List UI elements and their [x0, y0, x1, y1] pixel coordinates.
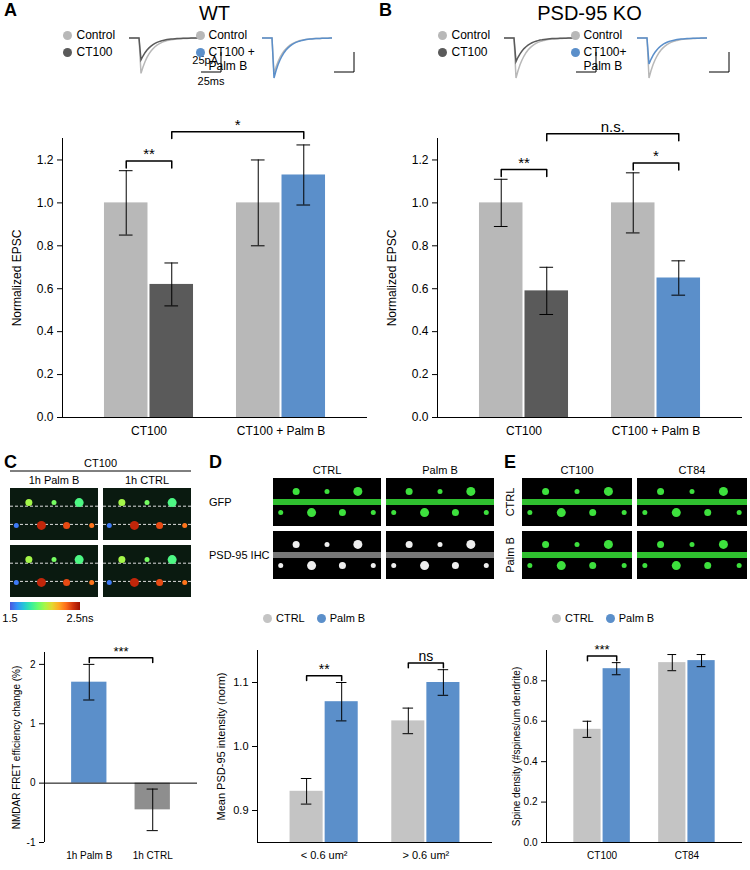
svg-text:Normalized EPSC: Normalized EPSC [385, 229, 399, 326]
svg-text:0.6: 0.6 [412, 282, 429, 296]
svg-text:ns: ns [418, 648, 433, 664]
svg-text:1h CTRL: 1h CTRL [125, 474, 169, 486]
svg-text:PSD-95 IHC: PSD-95 IHC [209, 549, 270, 561]
svg-text:**: ** [518, 154, 530, 171]
html-text:Palm B: Palm B [618, 612, 655, 624]
svg-text:CTRL: CTRL [504, 488, 516, 517]
svg-text:*: * [653, 147, 659, 164]
svg-text:CT100 + Palm B: CT100 + Palm B [237, 424, 325, 438]
svg-text:CT100: CT100 [587, 850, 617, 861]
svg-text:0.9: 0.9 [233, 804, 248, 816]
svg-text:2.5ns: 2.5ns [67, 612, 94, 624]
svg-text:Mean PSD-95 intensity (norm): Mean PSD-95 intensity (norm) [215, 673, 227, 821]
svg-text:0.0: 0.0 [412, 410, 429, 424]
svg-text:0.6: 0.6 [524, 715, 538, 726]
html-text:Control: Control [208, 28, 248, 42]
svg-text:0.0: 0.0 [37, 410, 54, 424]
html-text:Control: Control [76, 28, 116, 42]
svg-text:1.1: 1.1 [233, 676, 248, 688]
svg-text:1h CTRL: 1h CTRL [133, 850, 173, 861]
svg-text:CT100 + Palm B: CT100 + Palm B [612, 424, 700, 438]
svg-text:0.2: 0.2 [524, 796, 538, 807]
svg-text:2: 2 [30, 659, 36, 670]
svg-text:**: ** [143, 145, 155, 162]
html-text:D: D [209, 452, 222, 472]
svg-text:0.2: 0.2 [37, 367, 54, 381]
svg-text:GFP: GFP [209, 496, 232, 508]
svg-text:> 0.6 um²: > 0.6 um² [402, 849, 449, 861]
html-text:CT100: CT100 [76, 45, 113, 59]
svg-text:< 0.6 um²: < 0.6 um² [301, 849, 348, 861]
svg-text:0: 0 [30, 777, 36, 788]
svg-text:***: *** [113, 644, 128, 659]
svg-text:1.2: 1.2 [412, 153, 429, 167]
svg-text:25ms: 25ms [198, 75, 225, 87]
svg-text:Palm B: Palm B [422, 464, 457, 476]
html-text:E: E [504, 452, 516, 472]
svg-text:CT100: CT100 [84, 457, 117, 469]
svg-text:1h Palm B: 1h Palm B [66, 850, 112, 861]
svg-text:0.4: 0.4 [524, 756, 538, 767]
svg-text:CT100: CT100 [131, 424, 167, 438]
svg-text:CT100: CT100 [506, 424, 542, 438]
svg-text:0.0: 0.0 [524, 837, 538, 848]
svg-text:0.8: 0.8 [524, 675, 538, 686]
svg-text:1.0: 1.0 [233, 740, 248, 752]
svg-text:**: ** [319, 661, 330, 677]
svg-text:***: *** [594, 642, 609, 657]
svg-text:Normalized EPSC: Normalized EPSC [10, 229, 24, 326]
html-text:PSD-95 KO: PSD-95 KO [537, 2, 642, 24]
html-text:CT100 + Palm B: CT100 + Palm B [208, 45, 255, 73]
html-text:Control: Control [583, 28, 623, 42]
svg-text:NMDAR FRET efficiency change (: NMDAR FRET efficiency change (%) [11, 666, 22, 830]
svg-text:-1: -1 [27, 837, 36, 848]
svg-text:0.2: 0.2 [412, 367, 429, 381]
svg-text:1.2: 1.2 [37, 153, 54, 167]
html-text:Control: Control [451, 28, 491, 42]
svg-text:*: * [235, 116, 241, 133]
svg-text:1.5: 1.5 [2, 612, 17, 624]
svg-text:0.6: 0.6 [37, 282, 54, 296]
svg-text:0.8: 0.8 [412, 239, 429, 253]
html-text:CT100+ Palm B: CT100+ Palm B [583, 45, 627, 73]
svg-text:0.4: 0.4 [37, 324, 54, 338]
html-text:Palm B: Palm B [329, 612, 366, 624]
svg-text:n.s.: n.s. [601, 118, 625, 135]
html-text:A: A [4, 0, 17, 20]
svg-text:0.8: 0.8 [37, 239, 54, 253]
svg-text:CT84: CT84 [679, 464, 706, 476]
svg-text:CT84: CT84 [675, 850, 700, 861]
svg-text:CTRL: CTRL [313, 464, 342, 476]
svg-text:1.0: 1.0 [37, 196, 54, 210]
html-text:CTRL: CTRL [276, 612, 305, 624]
svg-text:0.4: 0.4 [412, 324, 429, 338]
svg-text:CT100: CT100 [560, 464, 593, 476]
html-text:C: C [4, 452, 17, 472]
svg-text:1.0: 1.0 [412, 196, 429, 210]
svg-text:1h Palm B: 1h Palm B [29, 474, 80, 486]
html-text:B: B [379, 0, 392, 20]
html-text:CT100: CT100 [451, 45, 488, 59]
html-text:CTRL: CTRL [565, 612, 594, 624]
svg-text:Spine density (#spines/um dend: Spine density (#spines/um dendrite) [511, 667, 522, 827]
html-text:WT: WT [199, 2, 230, 24]
svg-text:1: 1 [30, 718, 36, 729]
svg-text:Palm B: Palm B [504, 537, 516, 572]
